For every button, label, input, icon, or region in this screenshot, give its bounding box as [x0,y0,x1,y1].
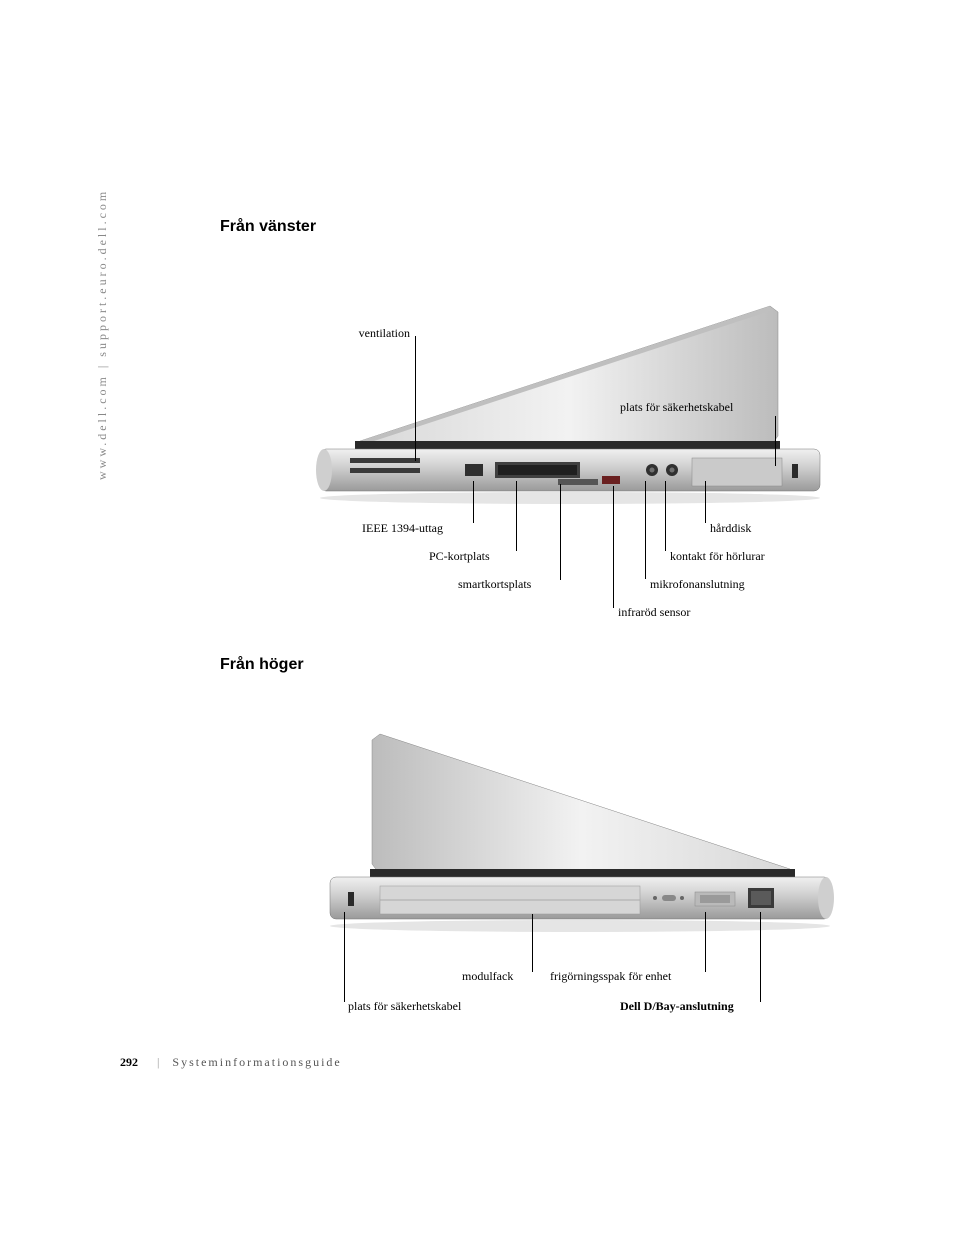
leader-line [532,914,533,972]
diagram-left-view: ventilation plats för säkerhetskabel IEE… [220,256,860,616]
label-module-bay: modulfack [462,969,513,984]
leader-line [560,484,561,580]
footer-title: Systeminformationsguide [172,1055,341,1069]
label-ieee1394: IEEE 1394-uttag [362,521,443,536]
leader-line [705,912,706,972]
leader-line [760,912,761,1002]
laptop-right-illustration [300,714,860,954]
label-release-latch: frigörningsspak för enhet [550,969,671,984]
leader-line [613,486,614,608]
diagram-right-view: modulfack frigörningsspak för enhet plat… [220,694,860,1034]
leader-line [473,481,474,523]
label-smartcard: smartkortsplats [458,577,531,592]
label-ventilation: ventilation [340,326,410,341]
label-headphone: kontakt för hörlurar [670,549,765,564]
leader-line [705,481,706,523]
label-infrared: infraröd sensor [618,605,690,620]
label-harddisk: hårddisk [710,521,751,536]
label-pccard: PC-kortplats [429,549,490,564]
page-content: Från vänster [220,218,860,1074]
page-footer: 292 | Systeminformationsguide [120,1055,342,1070]
leader-line [665,481,666,551]
label-mic: mikrofonanslutning [650,577,745,592]
sidebar-url: www.dell.com | support.euro.dell.com [95,189,110,480]
heading-left-view: Från vänster [220,218,860,236]
heading-right-view: Från höger [220,656,860,674]
laptop-left-illustration [300,286,860,526]
label-dbay: Dell D/Bay-anslutning [620,999,734,1014]
leader-line [344,912,345,1002]
label-security-slot-right: plats för säkerhetskabel [348,999,461,1014]
page-number: 292 [120,1055,138,1069]
leader-line [645,481,646,579]
label-security-slot: plats för säkerhetskabel [620,400,733,415]
leader-line [516,481,517,551]
footer-separator: | [157,1055,161,1069]
leader-line [415,336,416,461]
leader-line [775,416,776,466]
